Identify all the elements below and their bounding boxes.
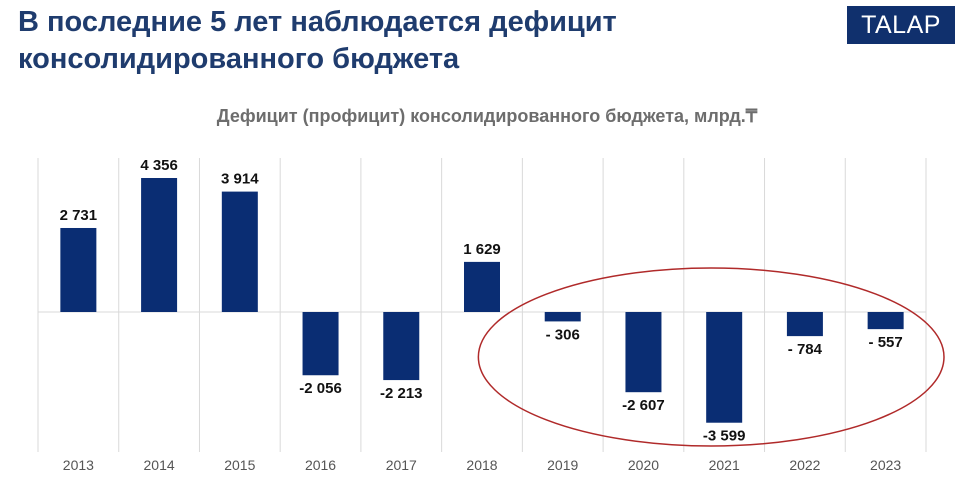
x-tick-2014: 2014: [144, 457, 175, 473]
data-label-2023: - 557: [869, 334, 903, 351]
data-label-2022: - 784: [788, 341, 823, 358]
bar-2018: [464, 261, 500, 312]
bar-2017: [383, 312, 420, 381]
x-tick-labels: 2013 2014 2015 2016 2017 2018 2019 2020 2021 2022…: [63, 457, 902, 473]
data-label-2014: 4 356: [140, 157, 178, 174]
x-tick-2019: 2019: [547, 457, 578, 473]
data-label-2021: -3 599: [703, 428, 746, 445]
data-label-2019: - 306: [546, 326, 580, 343]
bar-2015: [221, 191, 258, 312]
page-headline: В последние 5 лет наблюдается дефицит ко…: [18, 6, 617, 75]
x-tick-2017: 2017: [386, 457, 417, 473]
bar-2016: [302, 312, 339, 376]
talap-logo: TALAP: [847, 6, 955, 44]
data-labels: 2 731 4 356 3 914 -2 056 -2 213 1 629 - 306 -2 …: [60, 157, 903, 445]
x-tick-2021: 2021: [709, 457, 740, 473]
data-label-2013: 2 731: [60, 207, 98, 224]
bar-2021: [706, 312, 743, 423]
bar-2019: [544, 312, 581, 322]
x-tick-2020: 2020: [628, 457, 659, 473]
x-tick-2016: 2016: [305, 457, 336, 473]
data-label-2015: 3 914: [221, 171, 259, 188]
x-tick-2018: 2018: [466, 457, 497, 473]
data-label-2016: -2 056: [299, 380, 342, 397]
x-tick-2013: 2013: [63, 457, 94, 473]
bars: [60, 178, 904, 423]
bar-2013: [60, 227, 97, 312]
bar-2022: [786, 312, 823, 337]
x-tick-2015: 2015: [224, 457, 255, 473]
data-label-2018: 1 629: [463, 241, 501, 258]
highlight-ellipse: [477, 267, 945, 447]
data-label-2020: -2 607: [622, 397, 665, 414]
chart-title: Дефицит (профицит) консолидированного бю…: [216, 106, 758, 126]
x-tick-2022: 2022: [789, 457, 820, 473]
bar-2014: [141, 178, 178, 312]
data-label-2017: -2 213: [380, 385, 423, 402]
bar-2020: [625, 312, 662, 393]
x-tick-2023: 2023: [870, 457, 901, 473]
bar-2023: [867, 312, 904, 330]
